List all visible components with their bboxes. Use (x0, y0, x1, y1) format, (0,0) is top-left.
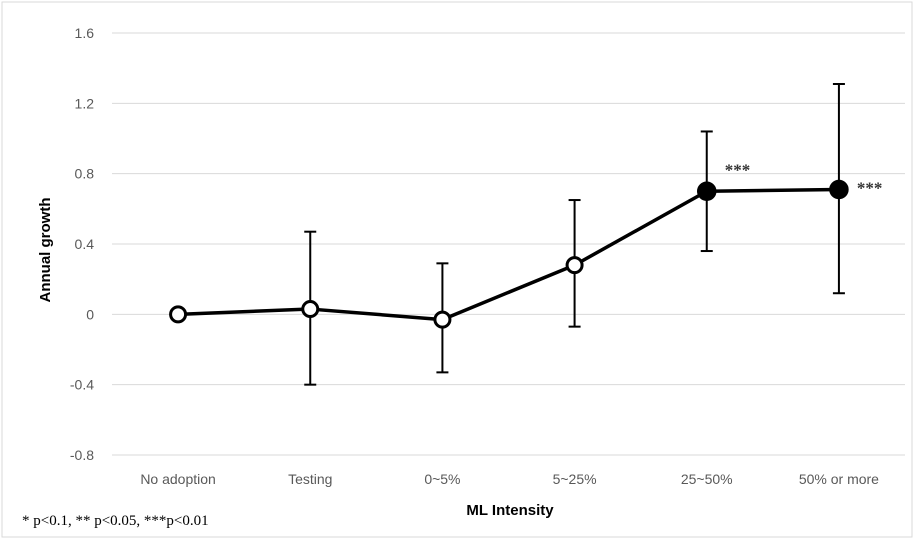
data-points (169, 179, 849, 329)
data-point (565, 256, 584, 275)
y-tick-label: -0.8 (70, 447, 94, 463)
x-tick-label: No adoption (140, 471, 216, 487)
x-axis-title: ML Intensity (466, 502, 554, 519)
y-axis-ticks: -0.8 -0.4 0 0.4 0.8 1.2 1.6 (70, 25, 94, 463)
x-tick-label: 5~25% (553, 471, 597, 487)
significance-annotations: *** *** (725, 160, 883, 197)
x-axis-ticks: No adoption Testing 0~5% 5~25% 25~50% 50% or … (140, 471, 879, 487)
data-point (697, 181, 717, 201)
significance-label: *** (725, 160, 751, 179)
data-point (301, 300, 320, 319)
x-tick-label: 0~5% (424, 471, 460, 487)
significance-footnote: * p<0.1, ** p<0.05, ***p<0.01 (22, 513, 209, 529)
x-tick-label: Testing (288, 471, 332, 487)
y-tick-label: 1.6 (75, 25, 95, 41)
y-tick-label: 0.8 (75, 166, 95, 182)
data-point (829, 179, 849, 200)
y-tick-label: 1.2 (75, 95, 95, 111)
data-point (169, 305, 188, 324)
y-axis-title: Annual growth (37, 198, 54, 303)
significance-label: *** (857, 178, 883, 197)
x-tick-label: 25~50% (681, 471, 733, 487)
series-line (178, 187, 839, 322)
y-tick-label: -0.4 (70, 377, 94, 393)
y-tick-label: 0 (86, 306, 94, 322)
y-tick-label: 0.4 (75, 236, 95, 252)
gridlines (112, 32, 905, 456)
data-point (433, 310, 452, 329)
x-tick-label: 50% or more (799, 471, 879, 487)
